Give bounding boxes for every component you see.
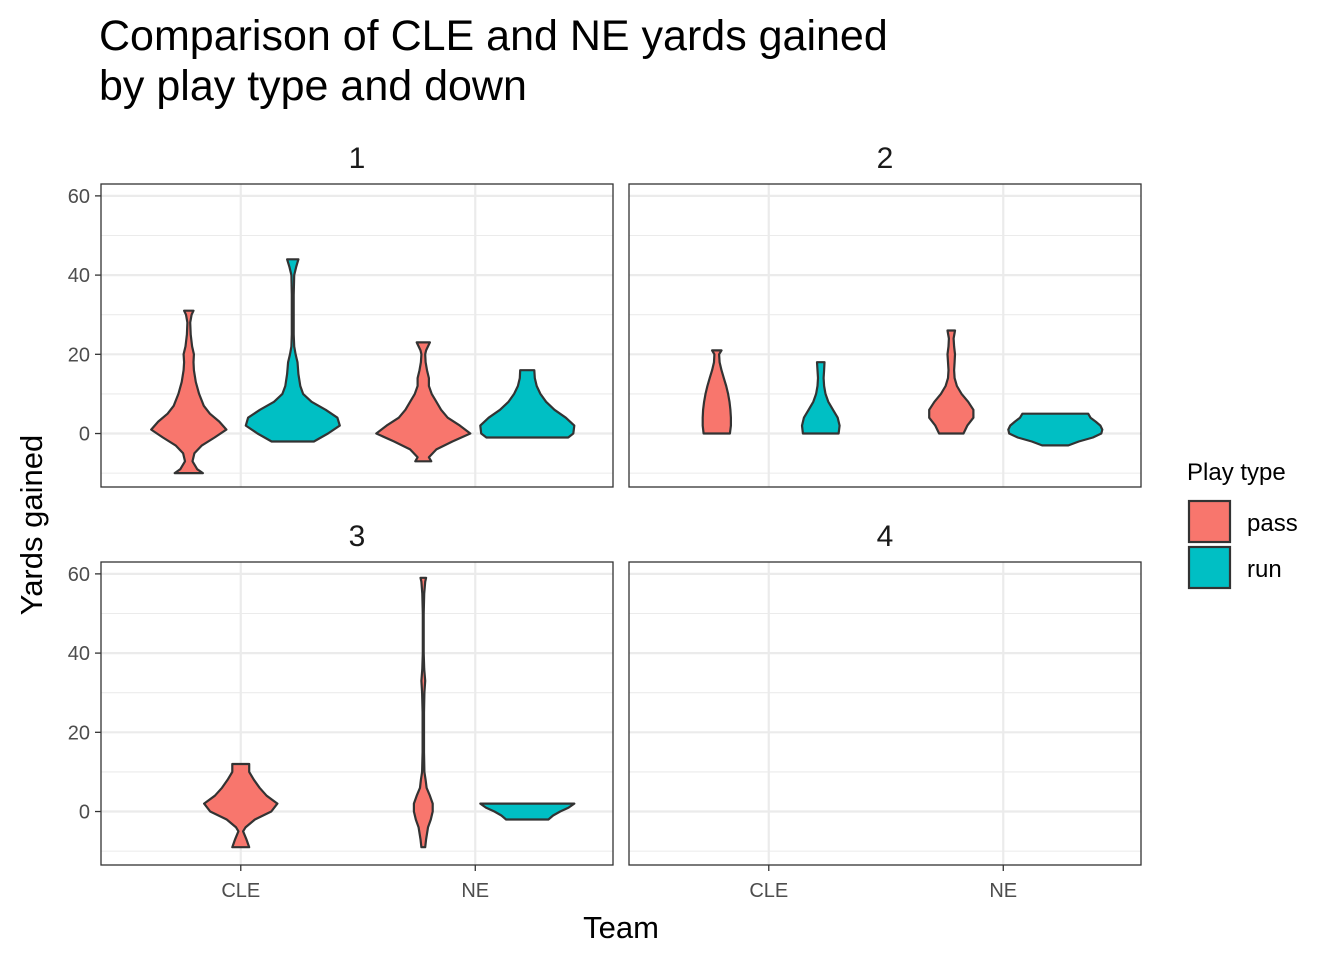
facet-panel-4: 4 CLE NE (628, 520, 1142, 902)
facet-label-1: 1 (349, 142, 366, 175)
facet-label-3: 3 (349, 520, 366, 553)
panel-border (628, 183, 1142, 488)
y-tick-label: 60 (68, 564, 90, 586)
y-tick-label: 0 (79, 424, 90, 446)
panel-border (100, 183, 614, 488)
violin-ne-run-down-1 (479, 369, 576, 439)
chart-title-line-2: by play type and down (99, 62, 527, 110)
violin-cle-run-down-1 (244, 258, 341, 443)
legend: Play type pass run (1187, 459, 1298, 590)
facet-panel-2: 2 (628, 142, 1142, 488)
legend-title: Play type (1187, 459, 1286, 486)
violin-cle-pass-down-1 (150, 309, 228, 475)
panel-border (628, 561, 1142, 866)
legend-label-pass: pass (1247, 510, 1298, 537)
y-tick-label: 40 (68, 265, 90, 287)
panel-border (100, 561, 614, 866)
facet-label-2: 2 (877, 142, 894, 175)
y-axis-title: Yards gained (14, 435, 49, 615)
legend-label-run: run (1247, 556, 1282, 583)
facet-label-4: 4 (877, 520, 894, 553)
x-tick-label: CLE (749, 880, 788, 902)
chart-title-line-1: Comparison of CLE and NE yards gained (99, 12, 888, 60)
y-tick-label: 20 (68, 722, 90, 744)
facet-panels: 1 0 20 40 60 2 3 0 20 40 60 CLE NE 4 CLE NE (68, 142, 1142, 902)
violin-ne-pass-down-2 (928, 329, 975, 435)
x-axis-title: Team (583, 910, 659, 945)
facet-panel-3: 3 0 20 40 60 CLE NE (68, 520, 614, 902)
y-tick-label: 20 (68, 344, 90, 366)
violin-ne-pass-down-1 (375, 341, 472, 463)
facet-panel-1: 1 0 20 40 60 (68, 142, 614, 488)
violin-ne-run-down-3 (479, 802, 576, 821)
violin-ne-run-down-2 (1007, 412, 1104, 447)
y-tick-label: 40 (68, 643, 90, 665)
legend-key-pass (1187, 499, 1232, 544)
violin-cle-run-down-2 (800, 361, 841, 435)
violin-cle-pass-down-3 (203, 762, 279, 849)
x-tick-label: NE (461, 880, 489, 902)
legend-key-run (1187, 545, 1232, 590)
y-tick-label: 60 (68, 186, 90, 208)
x-tick-label: NE (989, 880, 1017, 902)
x-tick-label: CLE (221, 880, 260, 902)
violin-ne-pass-down-3 (412, 576, 434, 849)
y-tick-label: 0 (79, 802, 90, 824)
violin-cle-pass-down-2 (701, 349, 732, 435)
